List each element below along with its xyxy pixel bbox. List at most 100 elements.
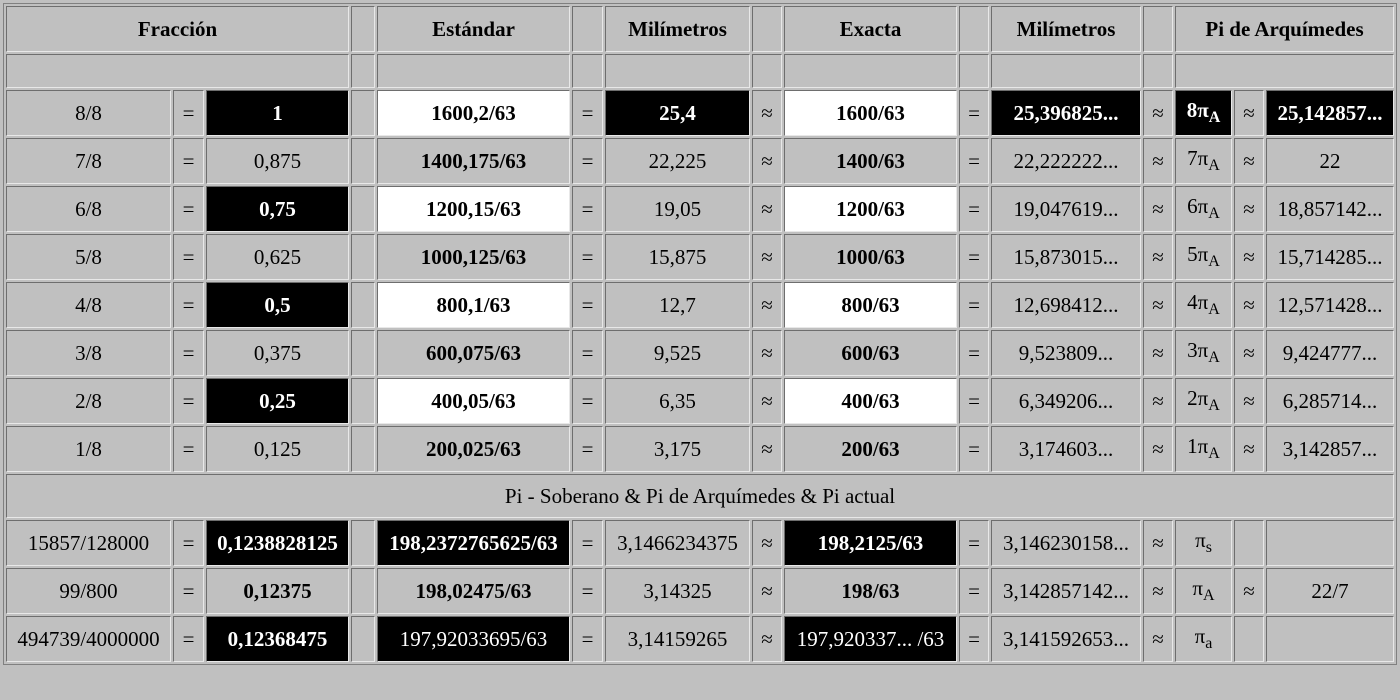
table-cell: ≈: [1143, 330, 1174, 376]
table-cell: 18,857142...: [1266, 186, 1395, 232]
table-row: 4/8 = 0,5 800,1/63 = 12,7 ≈800/63 = 12,698412...…: [6, 282, 1395, 328]
table-cell: [351, 54, 376, 88]
table-cell: =: [572, 520, 604, 566]
table-cell: 22,225: [605, 138, 751, 184]
table-cell: =: [173, 616, 204, 662]
table-cell: ≈: [752, 426, 783, 472]
table-cell: ≈: [1143, 282, 1174, 328]
table-cell: 3πA: [1175, 330, 1233, 376]
table-cell: ≈: [1234, 90, 1265, 136]
table-cell: ≈: [752, 90, 783, 136]
table-cell: =: [572, 568, 604, 614]
table-cell: 400/63: [784, 378, 958, 424]
table-cell: 1/8: [6, 426, 171, 472]
cell-subscript: A: [1208, 205, 1220, 223]
table-cell: 25,396825...: [991, 90, 1142, 136]
table-cell: =: [173, 282, 204, 328]
table-cell: ≈: [752, 138, 783, 184]
table-cell: ≈: [1143, 234, 1174, 280]
table-cell: 22: [1266, 138, 1395, 184]
table-cell: [377, 54, 571, 88]
table-row: 7/8 = 0,875 1400,175/63 = 22,225 ≈1400/63 = 22,2…: [6, 138, 1395, 184]
cell-text: 5π: [1187, 242, 1209, 267]
table-cell: [959, 54, 990, 88]
table-row: 494739/4000000 = 0,12368475 197,92033695/63…: [6, 616, 1395, 662]
table-body: Fracción Estándar Milímetros Exacta Milímetr…: [6, 6, 1395, 662]
table-cell: 5/8: [6, 234, 171, 280]
table-row: 5/8 = 0,625 1000,125/63 = 15,875 ≈1000/63 = 15,8…: [6, 234, 1395, 280]
table-cell: 3,14325: [605, 568, 751, 614]
cell-subscript: A: [1208, 157, 1220, 175]
table-row: Fracción Estándar Milímetros Exacta Milímetr…: [6, 6, 1395, 52]
table-cell: [572, 54, 604, 88]
table-cell: 1600,2/63: [377, 90, 571, 136]
table-cell: ≈: [1143, 568, 1174, 614]
table-cell: ≈: [1234, 282, 1265, 328]
table-cell: 3/8: [6, 330, 171, 376]
table-cell: 15,875: [605, 234, 751, 280]
table-cell: 1600/63: [784, 90, 958, 136]
cell-subscript: a: [1205, 635, 1213, 653]
table-cell: 197,92033695/63: [377, 616, 571, 662]
cell-text: 6π: [1187, 194, 1209, 219]
table-cell: 7/8: [6, 138, 171, 184]
table-cell: [351, 234, 376, 280]
table-cell: [1266, 520, 1395, 566]
table-cell: 200,025/63: [377, 426, 571, 472]
table-cell: =: [173, 186, 204, 232]
table-cell: 2πA: [1175, 378, 1233, 424]
table-row: 99/800 = 0,12375 198,02475/63 = 3,14325 ≈198/6…: [6, 568, 1395, 614]
table-cell: =: [173, 426, 204, 472]
table-cell: =: [173, 520, 204, 566]
table-cell: =: [959, 330, 990, 376]
table-cell: 400,05/63: [377, 378, 571, 424]
table-cell: Pi - Soberano & Pi de Arquímedes & Pi ac…: [6, 474, 1395, 518]
table-cell: [991, 54, 1142, 88]
table-cell: =: [173, 90, 204, 136]
cell-text: 2π: [1187, 386, 1209, 411]
table-cell: 0,875: [206, 138, 350, 184]
table-cell: 198/63: [784, 568, 958, 614]
table-cell: ≈: [1234, 568, 1265, 614]
table-cell: =: [572, 426, 604, 472]
table-cell: =: [959, 282, 990, 328]
table-cell: ≈: [752, 282, 783, 328]
table-row: 15857/128000 = 0,1238828125 198,2372765625/…: [6, 520, 1395, 566]
table-cell: πs: [1175, 520, 1233, 566]
table-cell: 1000,125/63: [377, 234, 571, 280]
table-cell: ≈: [752, 378, 783, 424]
table-row: 3/8 = 0,375 600,075/63 = 9,525 ≈600/63 = 9,52380…: [6, 330, 1395, 376]
table-cell: ≈: [1143, 138, 1174, 184]
table-cell: Milímetros: [605, 6, 751, 52]
table-cell: [351, 520, 376, 566]
table-cell: 6,285714...: [1266, 378, 1395, 424]
cell-text: 3π: [1187, 338, 1209, 363]
table-cell: [351, 138, 376, 184]
cell-text: 8π: [1186, 98, 1209, 123]
table-cell: 0,75: [206, 186, 350, 232]
table-cell: 2/8: [6, 378, 171, 424]
table-cell: 0,25: [206, 378, 350, 424]
table-cell: =: [959, 90, 990, 136]
table-cell: =: [173, 378, 204, 424]
table-cell: 6πA: [1175, 186, 1233, 232]
table-cell: πA: [1175, 568, 1233, 614]
table-cell: [351, 426, 376, 472]
cell-text: π: [1195, 528, 1206, 553]
cell-subscript: s: [1205, 539, 1212, 557]
table-cell: 1200/63: [784, 186, 958, 232]
table-cell: [1143, 54, 1174, 88]
table-cell: =: [572, 234, 604, 280]
table-cell: Pi de Arquímedes: [1175, 6, 1395, 52]
table-cell: 1400,175/63: [377, 138, 571, 184]
table-cell: [1234, 616, 1265, 662]
table-cell: ≈: [1234, 426, 1265, 472]
table-cell: 8πA: [1175, 90, 1233, 136]
table-row: 1/8 = 0,125 200,025/63 = 3,175 ≈200/63 = 3,17460…: [6, 426, 1395, 472]
table-cell: 22/7: [1266, 568, 1395, 614]
table-cell: [351, 330, 376, 376]
table-cell: ≈: [1234, 234, 1265, 280]
table-cell: ≈: [1143, 426, 1174, 472]
table-cell: πa: [1175, 616, 1233, 662]
